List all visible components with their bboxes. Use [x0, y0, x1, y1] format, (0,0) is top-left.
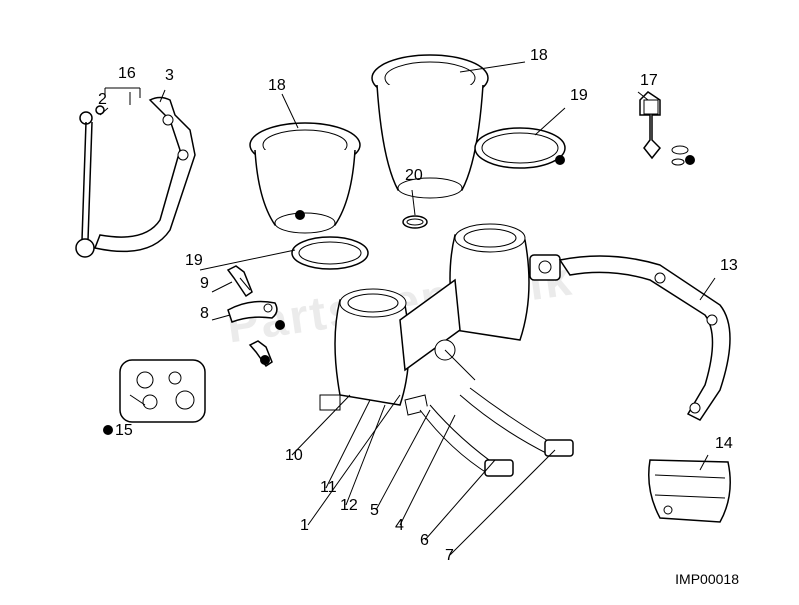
- callout-12: 12: [340, 497, 358, 514]
- part-code-label: IMP00018: [675, 571, 739, 587]
- callout-1: 1: [300, 517, 309, 534]
- callout-19b: 19: [185, 252, 203, 269]
- ref-dot: [685, 155, 695, 165]
- ref-dot: [103, 425, 113, 435]
- callout-18a: 18: [268, 77, 286, 94]
- callout-3: 3: [165, 67, 174, 84]
- callout-6: 6: [420, 532, 429, 549]
- callout-9: 9: [200, 275, 209, 292]
- callout-13: 13: [720, 257, 738, 274]
- callout-20: 20: [405, 167, 423, 184]
- callout-15: 15: [115, 422, 133, 439]
- callout-8: 8: [200, 305, 209, 322]
- callout-4: 4: [395, 517, 404, 534]
- callout-16: 16: [118, 65, 136, 82]
- ref-dot: [260, 355, 270, 365]
- ref-dot: [555, 155, 565, 165]
- callout-18b: 18: [530, 47, 548, 64]
- callout-7: 7: [445, 547, 454, 564]
- callout-14: 14: [715, 435, 733, 452]
- callout-5: 5: [370, 502, 379, 519]
- callout-17: 17: [640, 72, 658, 89]
- callout-2: 2: [98, 91, 107, 108]
- callout-text-layer: 16 2 3 18 18 19 17 20 19 9 8 13 15 14 10…: [0, 0, 799, 605]
- ref-dot: [295, 210, 305, 220]
- callout-19a: 19: [570, 87, 588, 104]
- callout-11: 11: [320, 479, 337, 496]
- ref-dot: [275, 320, 285, 330]
- callout-10: 10: [285, 447, 303, 464]
